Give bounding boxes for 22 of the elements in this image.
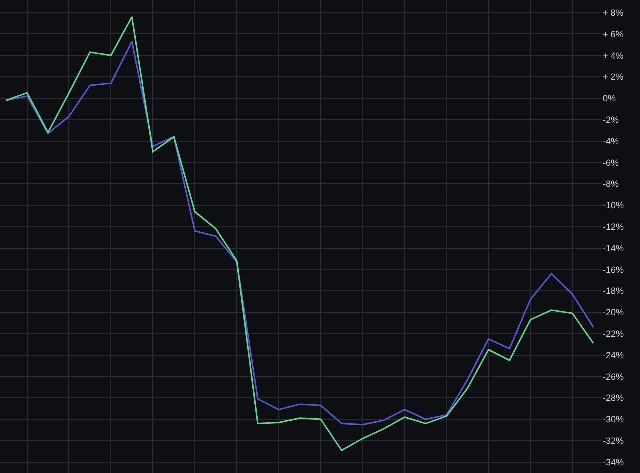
y-tick-label: 0%: [603, 94, 616, 104]
y-tick-label: + 2%: [603, 72, 624, 82]
y-tick-label: -18%: [603, 286, 624, 296]
y-tick-label: -30%: [603, 414, 624, 425]
y-tick-label: -32%: [603, 436, 624, 446]
y-tick-label: -20%: [603, 308, 624, 318]
y-tick-label: -8%: [603, 179, 620, 190]
y-tick-label: -10%: [603, 200, 624, 211]
y-tick-label: -12%: [603, 222, 624, 232]
y-tick-label: + 8%: [603, 8, 624, 18]
y-tick-label: -24%: [603, 350, 624, 360]
y-tick-label: + 4%: [603, 50, 624, 61]
y-tick-label: -14%: [603, 243, 624, 254]
y-tick-label: -4%: [603, 136, 620, 146]
y-tick-label: -6%: [603, 158, 620, 168]
y-tick-label: -34%: [603, 457, 624, 468]
y-tick-label: -16%: [603, 264, 624, 275]
y-tick-label: -2%: [603, 115, 620, 126]
y-tick-label: -26%: [603, 372, 624, 382]
y-tick-label: + 6%: [603, 29, 624, 40]
y-tick-label: -22%: [603, 329, 624, 340]
y-tick-label: -28%: [603, 393, 624, 404]
